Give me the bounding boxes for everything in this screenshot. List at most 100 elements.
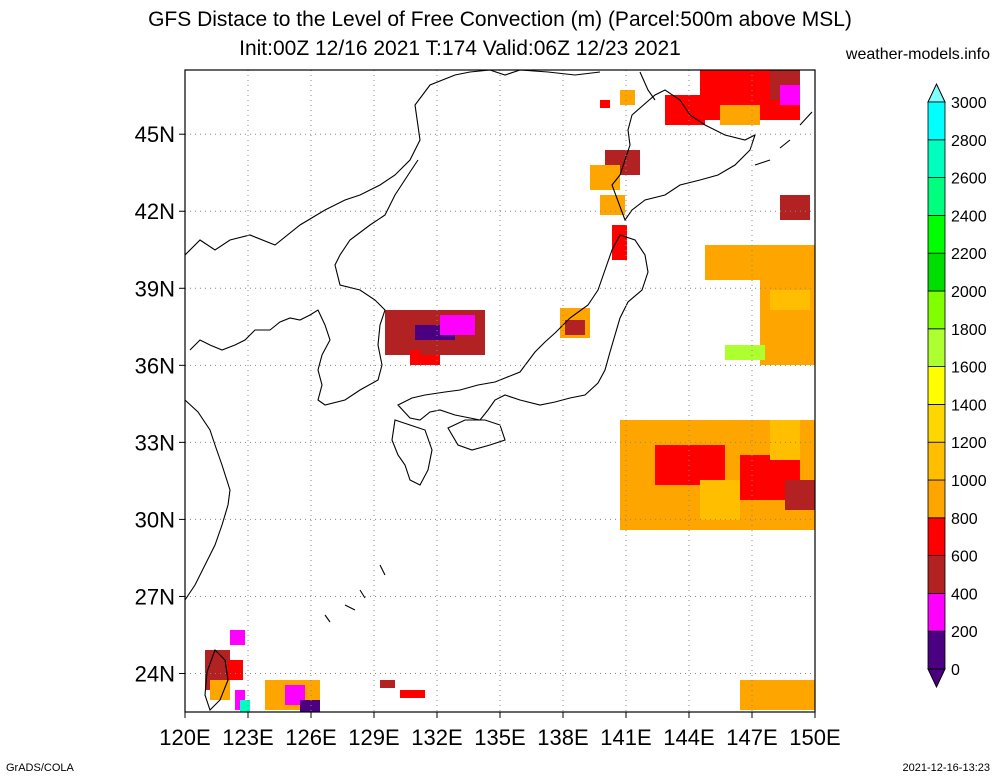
lfc-patch [770, 420, 800, 460]
colorbar-label: 2000 [951, 284, 987, 301]
lfc-patch [240, 700, 250, 712]
lat-tick-labels: 24N 27N 30N 33N 36N 39N 42N 45N [135, 122, 185, 686]
lfc-patch [300, 700, 320, 712]
graticule [184, 70, 816, 712]
colorbar-min-arrow [927, 668, 946, 689]
lon-tick-label: 147E [726, 725, 777, 750]
lon-tick-label: 120E [159, 725, 210, 750]
colorbar-segment [927, 290, 946, 330]
colorbar-label: 200 [951, 624, 978, 641]
colorbar-max-arrow [927, 82, 946, 103]
colorbar-label: 600 [951, 549, 978, 566]
lfc-patch [440, 315, 475, 335]
colorbar-label: 1000 [951, 473, 987, 490]
lon-tick-labels: 120E 123E 126E 129E 132E 135E 138E 141E 144E 147E… [159, 712, 841, 750]
coastline-sakhalin [639, 71, 656, 101]
colorbar-label: 3000 [951, 95, 987, 112]
lfc-patch [620, 90, 635, 105]
lfc-patch [230, 630, 245, 645]
lat-tick-label: 27N [135, 584, 175, 609]
colorbar-segment [927, 252, 946, 292]
chart-subtitle: Init:00Z 12/16 2021 T:174 Valid:06Z 12/2… [239, 37, 681, 60]
lfc-patch [740, 680, 815, 710]
lfc-patch [380, 680, 395, 688]
colorbar-label: 1800 [951, 322, 987, 339]
lfc-patch [700, 480, 740, 520]
coastline-layer [184, 69, 813, 712]
lfc-patch [780, 195, 810, 220]
footer-software-label: GrADS/COLA [6, 762, 74, 774]
lat-tick-label: 30N [135, 507, 175, 532]
colorbar-label: 1600 [951, 360, 987, 377]
lfc-field-layer [205, 70, 815, 712]
colorbar-segment [927, 328, 946, 367]
coastline-korea [184, 69, 601, 406]
lfc-patch [210, 680, 230, 700]
coastline-kurils [754, 111, 813, 166]
lfc-patch [725, 345, 765, 360]
coastline-hokkaido [611, 89, 756, 222]
lon-tick-label: 123E [222, 725, 273, 750]
lon-tick-label: 126E [285, 725, 336, 750]
colorbar-label: 2400 [951, 208, 987, 225]
lat-tick-label: 24N [135, 661, 175, 686]
colorbar-segment [927, 101, 946, 141]
colorbar-segment [927, 479, 946, 519]
lon-tick-label: 135E [474, 725, 525, 750]
colorbar-segment [927, 593, 946, 632]
colorbar-segment [927, 630, 946, 670]
lfc-patch [785, 480, 815, 510]
lfc-patch [770, 290, 810, 310]
coastline-honshu [397, 234, 649, 421]
colorbar-segment [927, 139, 946, 179]
lfc-patch [612, 225, 627, 260]
colorbar-segment [927, 517, 946, 556]
lfc-patch [600, 195, 625, 215]
colorbar-label: 800 [951, 511, 978, 528]
colorbar-label: 2800 [951, 133, 987, 150]
lfc-patch [228, 660, 243, 680]
colorbar-segment [927, 366, 946, 405]
colorbar-segment [927, 177, 946, 216]
lfc-patch [600, 100, 610, 108]
chart-title: GFS Distace to the Level of Free Convect… [148, 8, 852, 31]
lon-tick-label: 132E [411, 725, 462, 750]
lon-tick-label: 150E [789, 725, 840, 750]
colorbar-label: 0 [951, 662, 960, 679]
lon-tick-label: 138E [537, 725, 588, 750]
lfc-patch [590, 165, 620, 190]
lfc-patch [400, 690, 425, 698]
lfc-patch [655, 445, 725, 485]
lon-tick-label: 141E [600, 725, 651, 750]
coastline-shikoku [447, 419, 506, 451]
coastline-taiwan [204, 649, 229, 712]
coastline-kyushu [391, 419, 433, 486]
lfc-patch [705, 245, 815, 280]
footer-timestamp: 2021-12-16-13:23 [902, 762, 990, 774]
colorbar: 0 200 400 600 800 1000 1200 1400 1600 1800 2000 220… [927, 82, 987, 689]
lon-tick-label: 144E [663, 725, 714, 750]
colorbar-label: 2600 [951, 171, 987, 188]
colorbar-segment [927, 214, 946, 254]
colorbar-label: 1200 [951, 435, 987, 452]
lat-tick-label: 42N [135, 199, 175, 224]
colorbar-label: 1400 [951, 397, 987, 414]
lon-tick-label: 129E [348, 725, 399, 750]
site-label: weather-models.info [845, 46, 990, 63]
lfc-patch [565, 320, 585, 335]
coastline-china [184, 399, 231, 601]
lat-tick-label: 33N [135, 430, 175, 455]
colorbar-segment [927, 555, 946, 594]
lfc-patch [780, 85, 800, 105]
lat-tick-label: 45N [135, 122, 175, 147]
colorbar-segment [927, 403, 946, 443]
lfc-patch [720, 105, 760, 125]
colorbar-segment [927, 441, 946, 481]
lat-tick-label: 36N [135, 353, 175, 378]
coastline-ryukyu [324, 564, 386, 623]
colorbar-label: 400 [951, 586, 978, 603]
colorbar-label: 2200 [951, 246, 987, 263]
lat-tick-label: 39N [135, 276, 175, 301]
lfc-patch [420, 345, 440, 355]
